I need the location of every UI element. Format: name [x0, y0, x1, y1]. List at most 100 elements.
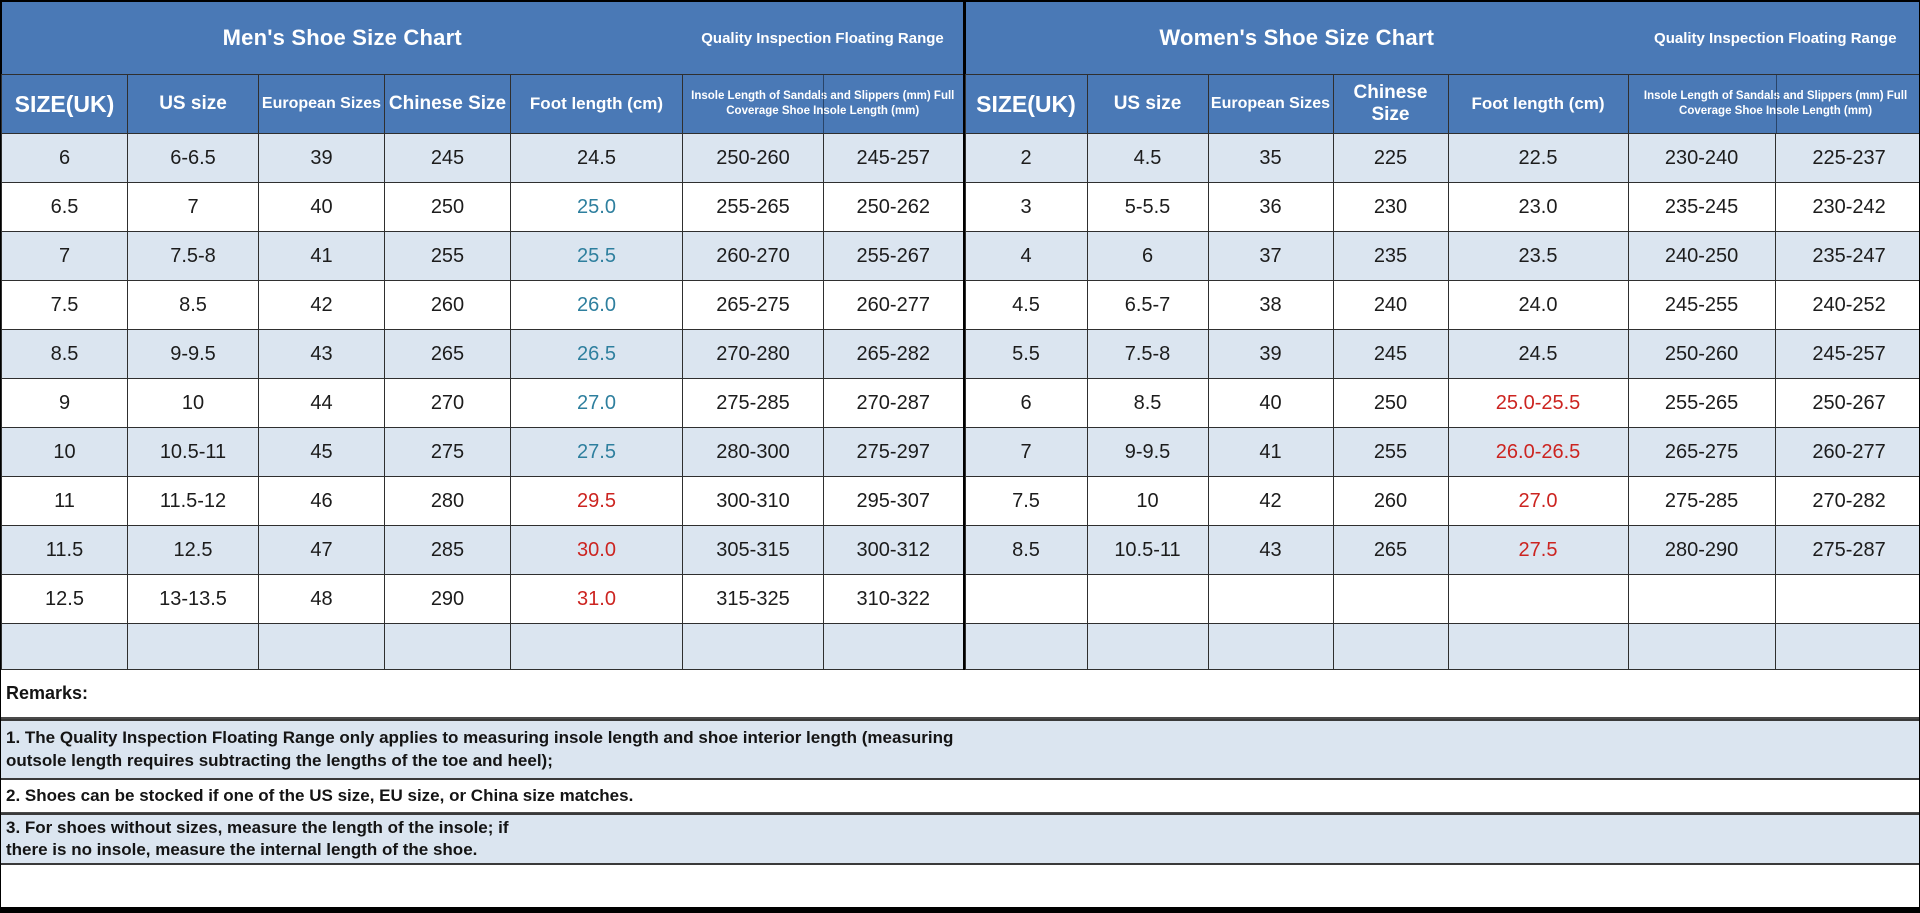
size-cell [1207, 623, 1334, 670]
size-cell: 225 [1332, 133, 1449, 183]
size-cell: 6.5-7 [1086, 280, 1209, 330]
remarks-filler-row [1, 865, 1919, 907]
size-cell: 5-5.5 [1086, 182, 1209, 232]
size-cell: 3 [964, 182, 1088, 232]
size-cell: 24.0 [1447, 280, 1629, 330]
size-cell: 5.5 [964, 329, 1088, 379]
size-cell: 230-240 [1627, 133, 1776, 183]
size-cell: 245 [384, 133, 511, 183]
column-header-insole-length: Insole Length of Sandals and Slippers (m… [1627, 74, 1919, 134]
size-cell: 27.5 [510, 427, 683, 477]
size-cell: 260 [1332, 476, 1449, 526]
size-cell: 27.5 [1447, 525, 1629, 575]
size-cell: 265 [1332, 525, 1449, 575]
size-row: 8.5 10.5-11 43 265 27.5 280-290 275-287 [964, 525, 1919, 575]
column-header-3: Chinese Size [384, 74, 511, 134]
size-cell: 24.5 [1447, 329, 1629, 379]
size-cell: 240-252 [1774, 280, 1919, 330]
size-cell [823, 623, 964, 670]
size-cell: 46 [258, 476, 385, 526]
size-cell: 8.5 [127, 280, 259, 330]
size-cell [384, 623, 511, 670]
size-cell [127, 623, 259, 670]
size-cell: 36 [1207, 182, 1334, 232]
quality-inspection-range-label: Quality Inspection Floating Range [1628, 1, 1919, 75]
size-cell: 275-287 [1774, 525, 1919, 575]
size-cell: 265 [384, 329, 511, 379]
size-row: 12.5 13-13.5 48 290 31.0 315-325 310-322 [1, 574, 964, 624]
column-header-row: SIZE(UK) US size European Sizes Chinese Siz… [964, 74, 1919, 134]
size-cell: 41 [1207, 427, 1334, 477]
size-cell: 26.5 [510, 329, 683, 379]
section-title-row: Men's Shoe Size Chart Quality Inspection … [1, 1, 964, 75]
size-row [964, 574, 1919, 624]
size-cell: 11 [1, 476, 128, 526]
size-cell: 26.0-26.5 [1447, 427, 1629, 477]
size-row: 6 6-6.5 39 245 24.5 250-260 245-257 [1, 133, 964, 183]
size-cell: 285 [384, 525, 511, 575]
size-cell: 250 [384, 182, 511, 232]
size-cell: 270-282 [1774, 476, 1919, 526]
size-cell [1447, 623, 1629, 670]
size-row: 11.5 12.5 47 285 30.0 305-315 300-312 [1, 525, 964, 575]
size-cell: 250-267 [1774, 378, 1919, 428]
size-cell: 255 [1332, 427, 1449, 477]
column-header-insole-length-text: Insole Length of Sandals and Slippers (m… [1643, 90, 1908, 117]
size-cell: 250 [1332, 378, 1449, 428]
size-cell: 260-277 [1774, 427, 1919, 477]
size-cell: 260-270 [682, 231, 824, 281]
size-cell: 280-290 [1627, 525, 1776, 575]
size-cell [1086, 574, 1209, 624]
column-header-insole-length-text: Insole Length of Sandals and Slippers (m… [691, 90, 955, 117]
size-cell [964, 623, 1088, 670]
size-cell: 7 [964, 427, 1088, 477]
size-cell: 25.5 [510, 231, 683, 281]
size-cell: 250-260 [1627, 329, 1776, 379]
size-cell: 7 [127, 182, 259, 232]
size-cell [1207, 574, 1334, 624]
size-cell [1774, 623, 1919, 670]
size-cell: 265-275 [1627, 427, 1776, 477]
column-header-0: SIZE(UK) [1, 74, 128, 134]
size-cell: 9 [1, 378, 128, 428]
size-cell: 270-280 [682, 329, 824, 379]
size-cell: 255 [384, 231, 511, 281]
mens-size-chart-table: Men's Shoe Size Chart Quality Inspection … [1, 1, 965, 670]
size-row: 8.5 9-9.5 43 265 26.5 270-280 265-282 [1, 329, 964, 379]
size-cell [1, 623, 128, 670]
size-cell: 295-307 [823, 476, 964, 526]
size-cell: 40 [258, 182, 385, 232]
size-cell: 48 [258, 574, 385, 624]
column-header-3: Chinese Size [1332, 74, 1449, 134]
size-cell: 235-247 [1774, 231, 1919, 281]
size-cell: 42 [1207, 476, 1334, 526]
size-cell: 39 [258, 133, 385, 183]
size-cell: 260-277 [823, 280, 964, 330]
size-cell [1447, 574, 1629, 624]
size-cell: 260 [384, 280, 511, 330]
bottom-black-bar [1, 907, 1919, 912]
size-cell: 11.5-12 [127, 476, 259, 526]
size-cell: 280 [384, 476, 511, 526]
size-cell: 12.5 [127, 525, 259, 575]
size-cell: 40 [1207, 378, 1334, 428]
size-cell [1627, 623, 1776, 670]
size-row: 6.5 7 40 250 25.0 255-265 250-262 [1, 182, 964, 232]
size-cell: 26.0 [510, 280, 683, 330]
size-cell: 245-257 [823, 133, 964, 183]
column-header-2: European Sizes [1207, 74, 1334, 134]
size-cell: 42 [258, 280, 385, 330]
size-cell: 240-250 [1627, 231, 1776, 281]
size-cell: 22.5 [1447, 133, 1629, 183]
size-cell: 12.5 [1, 574, 128, 624]
size-cell: 10 [1, 427, 128, 477]
size-cell: 290 [384, 574, 511, 624]
remark-item-1: 1. The Quality Inspection Floating Range… [1, 719, 1919, 780]
size-cell: 265-282 [823, 329, 964, 379]
quality-inspection-range-label: Quality Inspection Floating Range [682, 1, 964, 75]
size-cell: 6-6.5 [127, 133, 259, 183]
column-header-insole-length: Insole Length of Sandals and Slippers (m… [682, 74, 964, 134]
size-cell: 235 [1332, 231, 1449, 281]
size-row: 7.5 10 42 260 27.0 275-285 270-282 [964, 476, 1919, 526]
